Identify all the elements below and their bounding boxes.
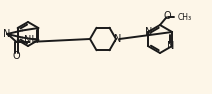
Text: CH₃: CH₃ [177,13,192,22]
Text: N: N [114,34,121,44]
Text: N: N [167,41,175,51]
Text: N: N [145,27,153,37]
Text: O: O [12,51,20,61]
Text: NH: NH [24,35,39,45]
Text: N: N [3,29,10,39]
Text: O: O [163,11,171,21]
